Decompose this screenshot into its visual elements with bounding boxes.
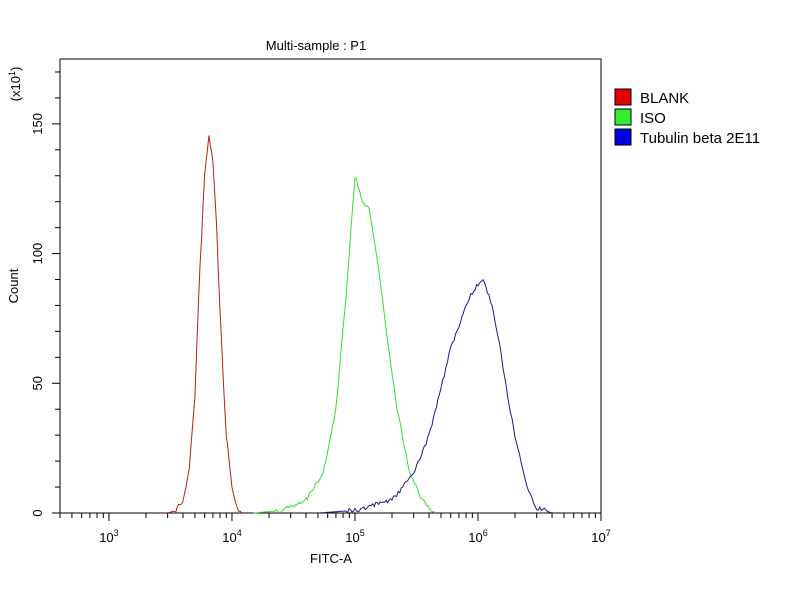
y-tick-label: 100 — [30, 243, 45, 265]
x-tick-label: 107 — [591, 528, 610, 545]
y-tick-label: 0 — [30, 509, 45, 516]
y-tick-label: 50 — [30, 376, 45, 390]
plot-area — [59, 58, 602, 514]
x-tick-label: 103 — [99, 528, 118, 545]
y-tick-label: 150 — [30, 113, 45, 135]
legend-swatch — [614, 128, 632, 146]
x-tick-label: 106 — [468, 528, 487, 545]
y-axis: 0 50 100 150 — [30, 71, 60, 517]
x-tick-label: 105 — [345, 528, 364, 545]
x-tick-label: 104 — [222, 528, 241, 545]
legend-label: BLANK — [640, 90, 689, 107]
legend-swatch — [614, 88, 632, 106]
series-line — [253, 176, 436, 514]
y-axis-label: Count — [6, 268, 21, 303]
legend-swatch — [614, 108, 632, 126]
chart-title: Multi-sample : P1 — [266, 38, 366, 53]
series-line — [317, 278, 553, 514]
series-line — [167, 135, 243, 514]
y-axis-multiplier: (x101) — [7, 67, 23, 102]
legend: BLANK ISO Tubulin beta 2E11 — [614, 88, 760, 147]
series-layer — [167, 135, 553, 514]
x-axis: 103 104 105 106 107 — [59, 513, 611, 545]
legend-label: Tubulin beta 2E11 — [640, 130, 760, 147]
x-axis-label: FITC-A — [310, 551, 352, 566]
legend-label: ISO — [640, 110, 666, 127]
